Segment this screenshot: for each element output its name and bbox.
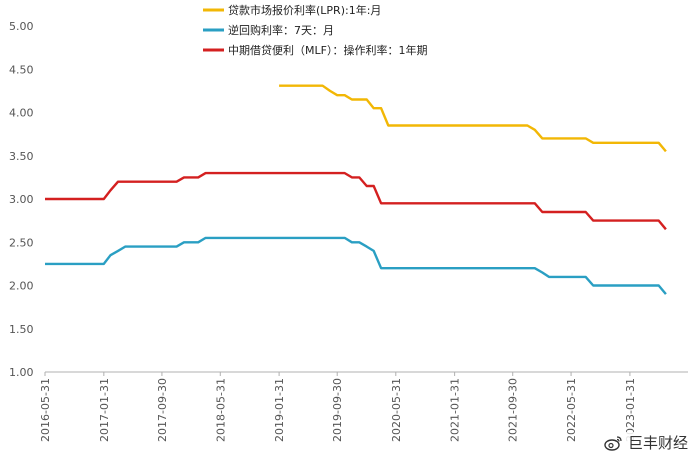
y-tick-label: 2.50 — [9, 236, 34, 249]
watermark-text: 巨丰财经 — [627, 434, 688, 452]
x-tick-label: 2019-09-30 — [331, 378, 344, 442]
watermark: 巨丰财经 — [601, 432, 690, 453]
x-tick-label: 2017-01-31 — [98, 378, 111, 442]
x-tick-label: 2023-01-31 — [624, 378, 637, 442]
x-tick-label: 2020-05-31 — [390, 378, 403, 442]
x-tick-label: 2019-01-31 — [273, 378, 286, 442]
y-tick-label: 4.00 — [9, 107, 34, 120]
y-tick-label: 4.50 — [9, 63, 34, 76]
x-tick-label: 2021-01-31 — [449, 378, 462, 442]
series-line-2 — [45, 171, 667, 231]
y-tick-label: 3.50 — [9, 150, 34, 163]
series-line-1 — [45, 236, 667, 295]
x-tick-label: 2021-09-30 — [507, 378, 520, 442]
y-tick-label: 2.00 — [9, 280, 34, 293]
y-tick-label: 1.00 — [9, 366, 34, 379]
legend-label: 贷款市场报价利率(LPR):1年:月 — [228, 3, 381, 17]
weibo-icon — [604, 435, 622, 451]
y-tick-label: 5.00 — [9, 20, 34, 33]
legend: 贷款市场报价利率(LPR):1年:月逆回购利率：7天：月中期借贷便利（MLF）：… — [203, 3, 427, 57]
legend-label: 逆回购利率：7天：月 — [228, 23, 334, 37]
x-tick-label: 2018-05-31 — [214, 378, 227, 442]
x-tick-label: 2016-05-31 — [39, 378, 52, 442]
y-tick-label: 3.00 — [9, 193, 34, 206]
chart-axes: 5.00 4.50 4.00 3.50 3.00 2.50 2.00 1.50 1.00 2016… — [9, 20, 688, 442]
x-tick-label: 2022-05-31 — [565, 378, 578, 442]
x-tick-label: 2017-09-30 — [156, 378, 169, 442]
plot-area — [45, 84, 667, 295]
y-tick-label: 1.50 — [9, 323, 34, 336]
series-line-0 — [279, 84, 667, 153]
legend-label: 中期借贷便利（MLF）：操作利率：1年期 — [228, 43, 427, 57]
